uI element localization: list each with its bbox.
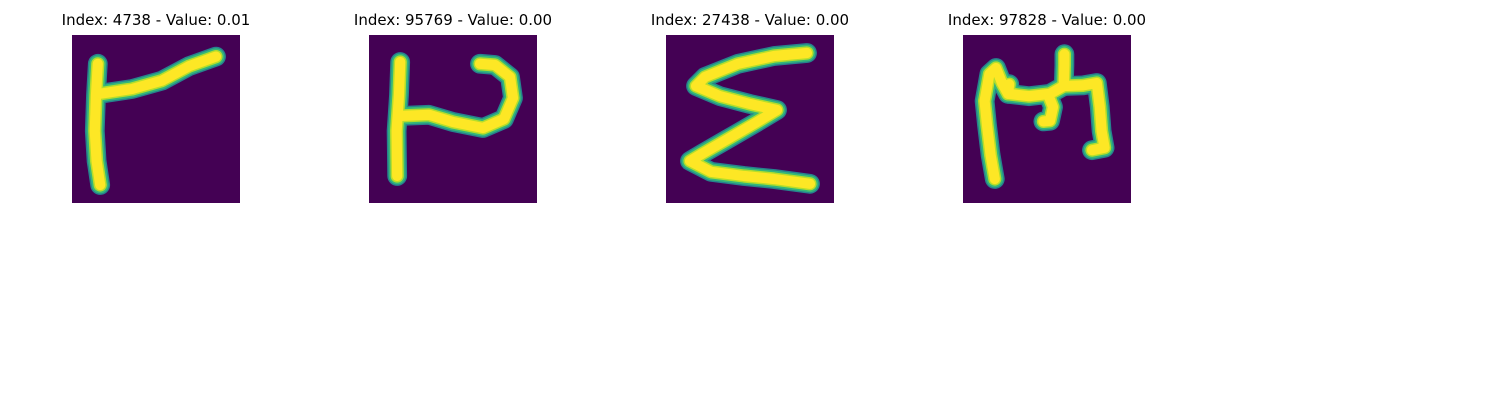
digit-image xyxy=(72,35,240,203)
digit-image xyxy=(963,35,1131,203)
panel-title: Index: 4738 - Value: 0.01 xyxy=(61,11,251,29)
digit-image xyxy=(369,35,537,203)
panel-title: Index: 27438 - Value: 0.00 xyxy=(650,11,850,29)
panel-title: Index: 97828 - Value: 0.00 xyxy=(947,11,1147,29)
digit-image xyxy=(666,35,834,203)
panel-title: Index: 95769 - Value: 0.00 xyxy=(353,11,553,29)
